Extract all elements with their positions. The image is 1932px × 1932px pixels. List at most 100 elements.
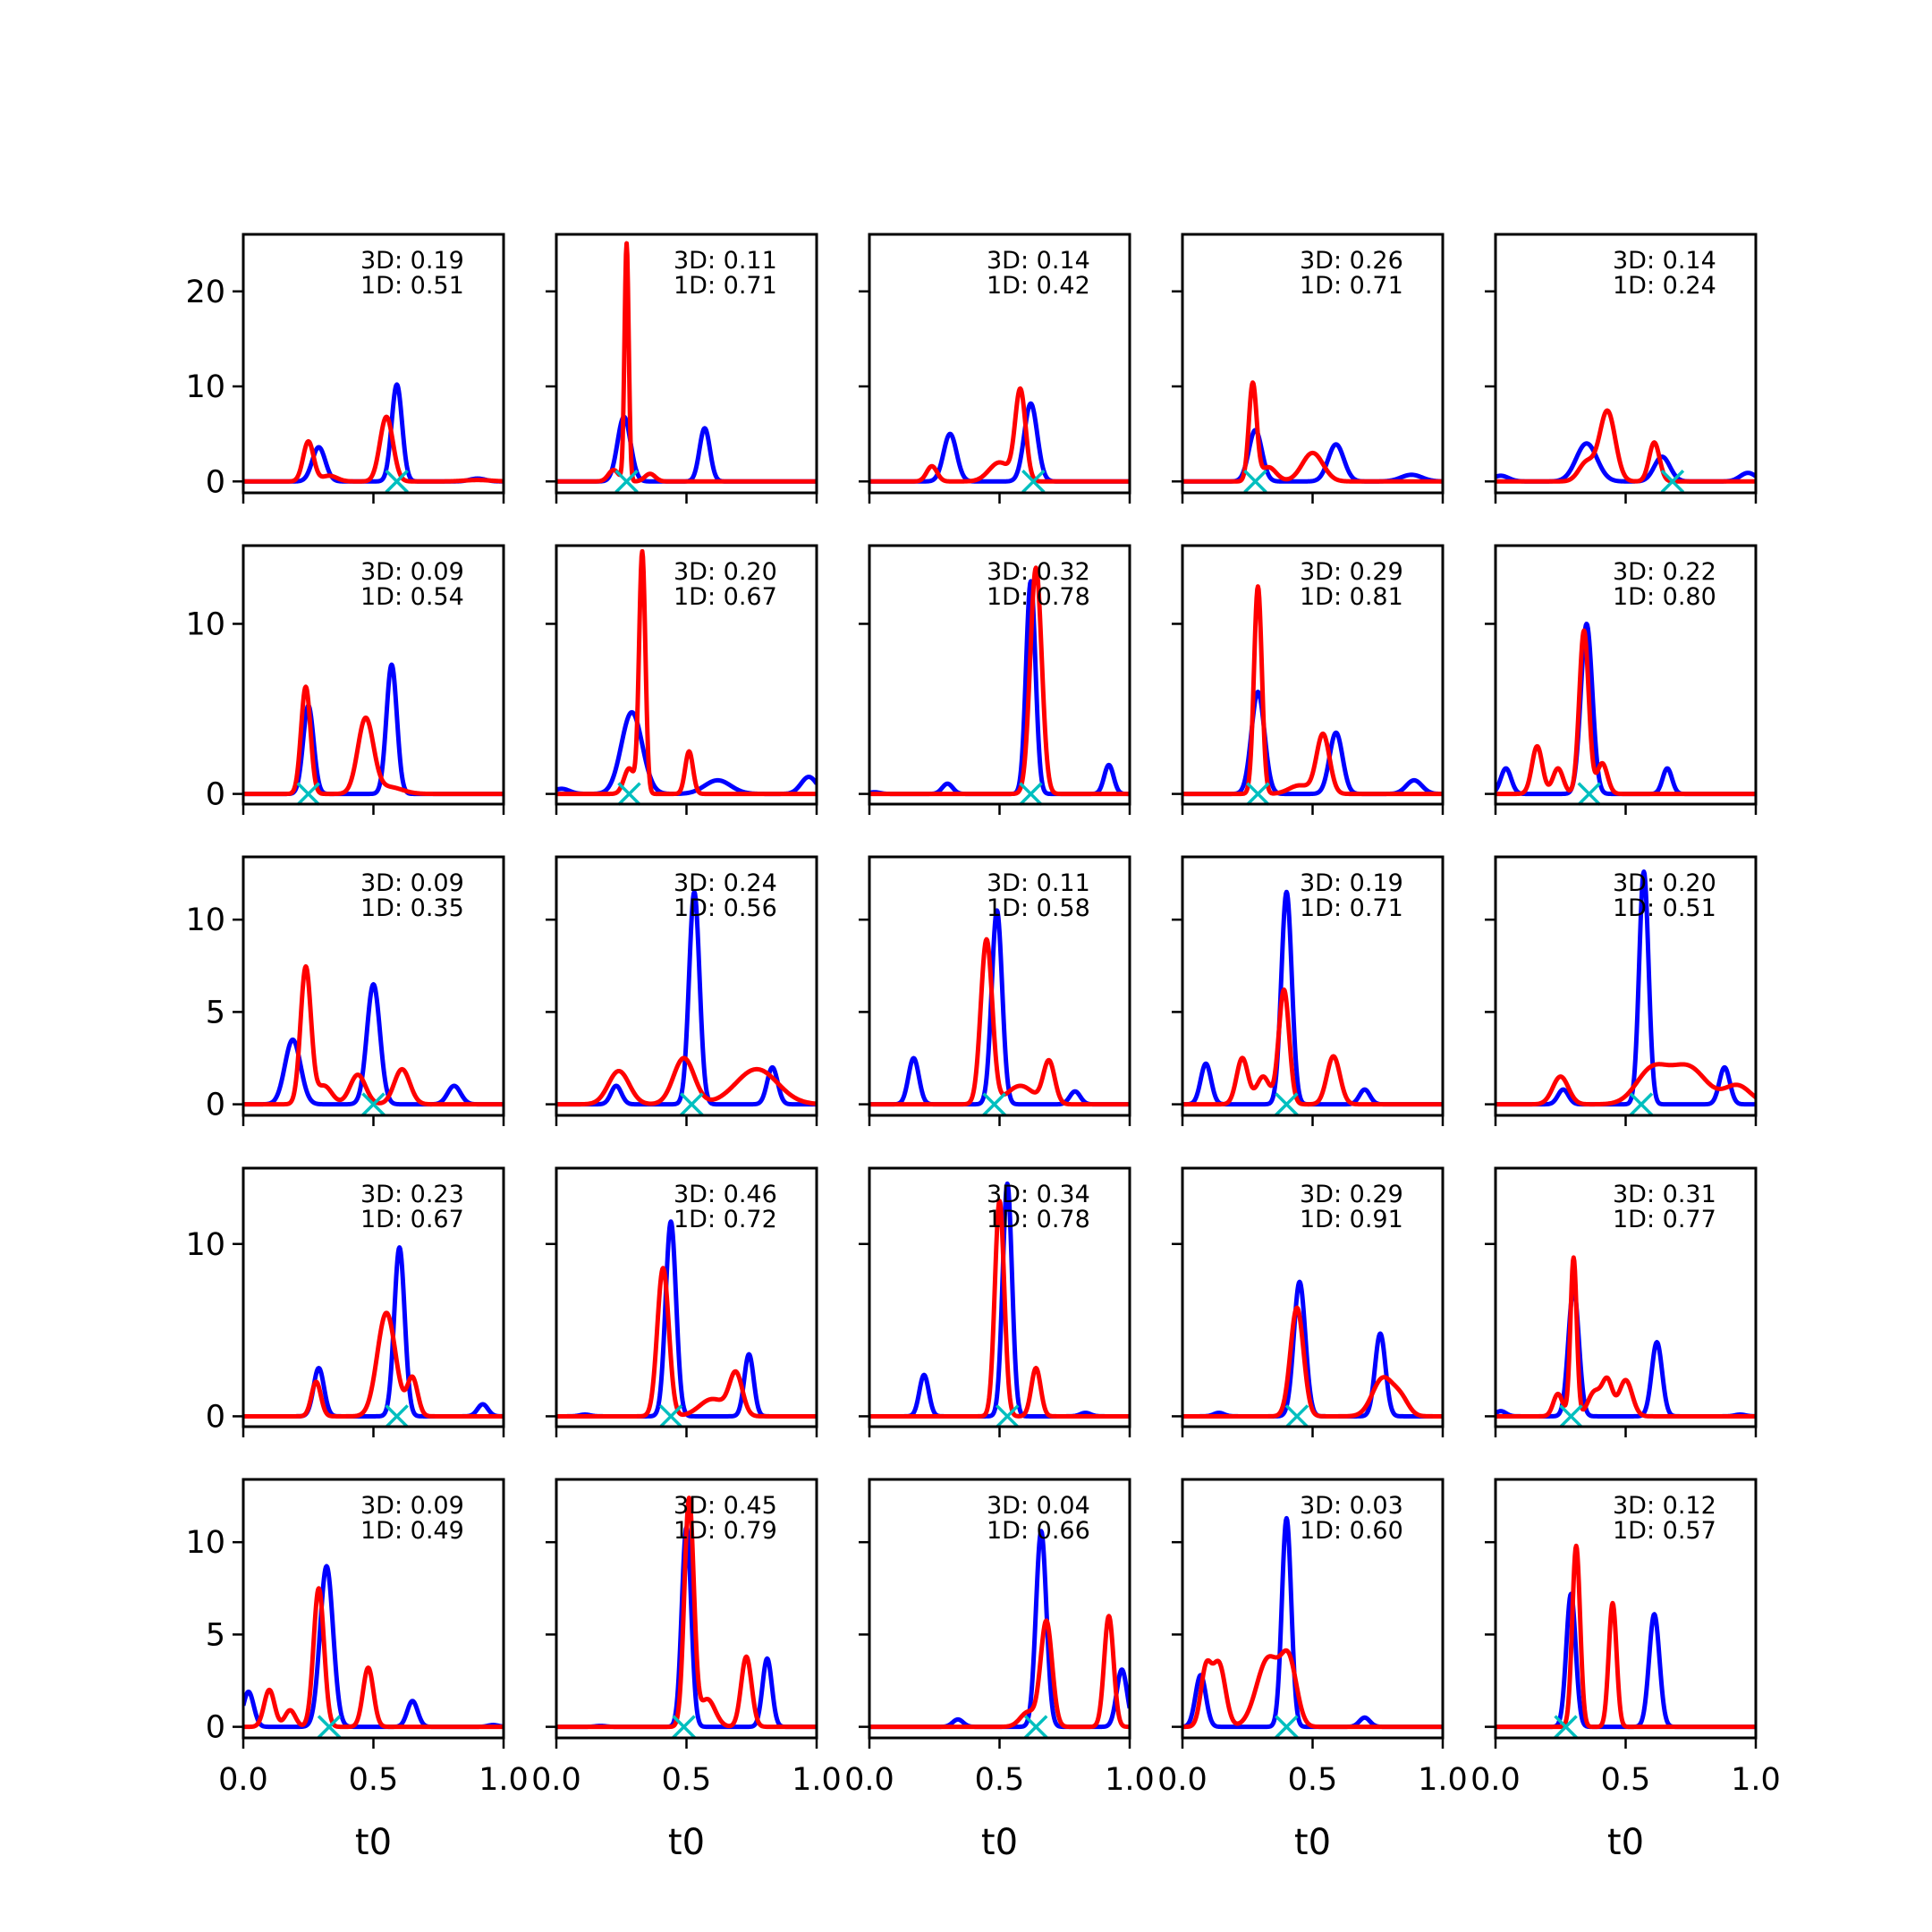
truth-marker	[680, 1092, 704, 1116]
truth-marker	[361, 1092, 386, 1116]
y-tick-label: 10	[185, 606, 225, 642]
annotation-1d: 1D: 0.71	[674, 272, 777, 300]
truth-marker	[1021, 470, 1046, 494]
red-curve-1d	[243, 964, 504, 1107]
blue-curve-3d	[869, 1181, 1130, 1419]
blue-curve-3d	[243, 662, 504, 797]
annotation-3d: 3D: 0.29	[1300, 558, 1403, 586]
red-curve-1d	[1182, 1648, 1443, 1730]
blue-curve-3d	[1496, 621, 1756, 797]
y-tick-label: 0	[206, 464, 225, 500]
x-tick-label: 0.0	[1470, 1762, 1521, 1798]
red-curve-1d	[1496, 1543, 1756, 1730]
x-tick-label: 0.5	[662, 1762, 712, 1798]
red-curve-1d	[1496, 1255, 1756, 1419]
truth-marker	[1019, 782, 1043, 806]
red-curve-1d	[869, 936, 1130, 1107]
red-curve-1d	[556, 1266, 817, 1419]
annotation-1d: 1D: 0.60	[1300, 1517, 1403, 1545]
annotation-3d: 3D: 0.32	[987, 558, 1090, 586]
truth-marker	[1629, 1092, 1654, 1116]
y-tick-label: 0	[206, 1088, 225, 1123]
truth-marker	[1660, 470, 1685, 494]
x-axis-label: t0	[355, 1822, 392, 1863]
truth-marker	[982, 1092, 1006, 1116]
truth-marker	[995, 1404, 1020, 1428]
annotation-1d: 1D: 0.81	[1300, 583, 1403, 611]
y-tick-label: 20	[185, 275, 225, 310]
red-curve-1d	[556, 548, 817, 797]
annotation-3d: 3D: 0.20	[1613, 869, 1716, 897]
annotation-3d: 3D: 0.04	[987, 1492, 1090, 1520]
red-curve-1d	[1182, 380, 1443, 484]
blue-curve-3d	[556, 1219, 817, 1419]
truth-marker	[1284, 1404, 1309, 1428]
annotation-1d: 1D: 0.35	[360, 894, 464, 922]
annotation-3d: 3D: 0.22	[1613, 558, 1716, 586]
blue-curve-3d	[869, 1529, 1130, 1730]
blue-curve-3d	[556, 889, 817, 1107]
annotation-3d: 3D: 0.14	[1613, 247, 1716, 275]
y-tick-label: 10	[185, 902, 225, 938]
truth-marker	[1559, 1404, 1583, 1428]
y-tick-label: 0	[206, 1399, 225, 1435]
x-tick-label: 1.0	[1418, 1762, 1468, 1798]
annotation-1d: 1D: 0.72	[674, 1206, 777, 1233]
x-tick-label: 0.5	[1601, 1762, 1651, 1798]
x-tick-label: 1.0	[792, 1762, 842, 1798]
y-tick-label: 10	[185, 1227, 225, 1263]
x-tick-label: 0.0	[218, 1762, 268, 1798]
blue-curve-3d	[1182, 428, 1443, 484]
red-curve-1d	[243, 1586, 504, 1730]
annotation-1d: 1D: 0.79	[674, 1517, 777, 1545]
annotation-1d: 1D: 0.80	[1613, 583, 1716, 611]
truth-marker	[1577, 782, 1601, 806]
annotation-1d: 1D: 0.57	[1613, 1517, 1716, 1545]
red-curve-1d	[556, 1496, 817, 1730]
blue-curve-3d	[869, 401, 1130, 484]
truth-marker	[1275, 1715, 1299, 1739]
red-curve-1d	[556, 241, 817, 484]
annotation-1d: 1D: 0.56	[674, 894, 777, 922]
y-tick-label: 5	[206, 995, 225, 1030]
x-tick-label: 0.5	[349, 1762, 399, 1798]
x-tick-label: 1.0	[1731, 1762, 1781, 1798]
annotation-3d: 3D: 0.03	[1300, 1492, 1403, 1520]
blue-curve-3d	[1496, 1591, 1756, 1730]
x-tick-label: 0.0	[1157, 1762, 1208, 1798]
truth-marker	[296, 782, 320, 806]
annotation-3d: 3D: 0.11	[674, 247, 777, 275]
annotation-1d: 1D: 0.24	[1613, 272, 1716, 300]
x-tick-label: 1.0	[1105, 1762, 1155, 1798]
annotation-1d: 1D: 0.67	[674, 583, 777, 611]
truth-marker	[1246, 782, 1270, 806]
annotation-3d: 3D: 0.45	[674, 1492, 777, 1520]
annotation-3d: 3D: 0.12	[1613, 1492, 1716, 1520]
truth-marker	[617, 782, 641, 806]
x-tick-label: 1.0	[479, 1762, 529, 1798]
annotation-1d: 1D: 0.77	[1613, 1206, 1716, 1233]
truth-marker	[317, 1715, 342, 1739]
x-tick-label: 0.5	[975, 1762, 1025, 1798]
red-curve-1d	[243, 414, 504, 484]
x-tick-label: 0.0	[531, 1762, 581, 1798]
annotation-1d: 1D: 0.91	[1300, 1206, 1403, 1233]
blue-curve-3d	[869, 579, 1130, 797]
blue-curve-3d	[556, 414, 817, 484]
annotation-3d: 3D: 0.24	[674, 869, 777, 897]
